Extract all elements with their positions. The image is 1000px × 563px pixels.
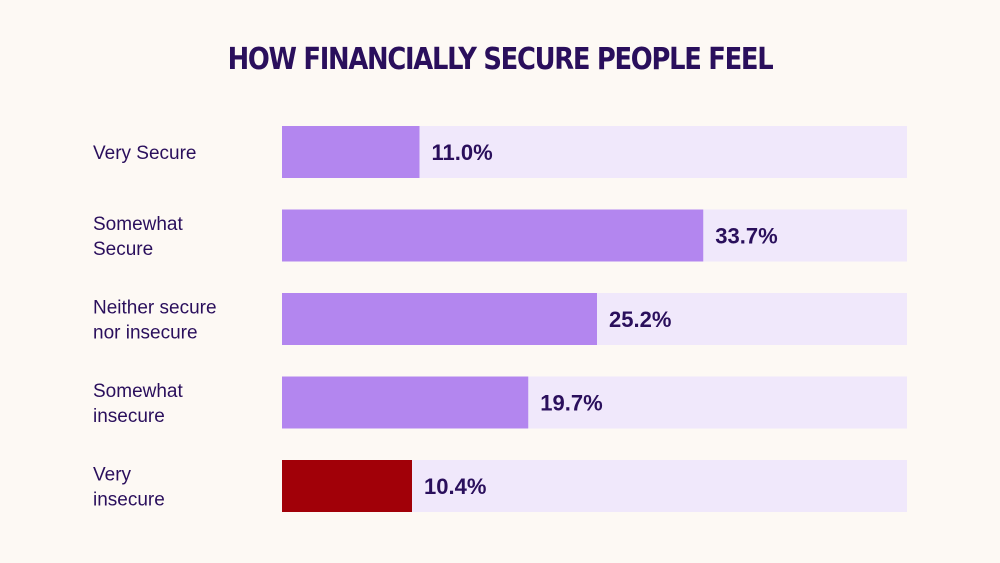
chart-title: HOW FINANCIALLY SECURE PEOPLE FEEL bbox=[227, 42, 774, 77]
category-label-1: Somewhat Secure bbox=[93, 214, 183, 260]
value-label-3: 19.7% bbox=[540, 391, 602, 416]
value-label-2: 25.2% bbox=[609, 307, 671, 332]
value-label-4: 10.4% bbox=[424, 474, 486, 499]
category-label-0: Very Secure bbox=[93, 143, 197, 164]
bar-4 bbox=[282, 460, 412, 512]
category-label-4: Very insecure bbox=[93, 465, 165, 511]
value-label-1: 33.7% bbox=[715, 224, 777, 249]
value-label-0: 11.0% bbox=[432, 140, 493, 165]
bar-3 bbox=[282, 376, 529, 429]
bar-2 bbox=[282, 293, 597, 345]
bar-0 bbox=[282, 126, 420, 178]
bar-1 bbox=[282, 209, 704, 262]
category-label-3: Somewhat insecure bbox=[93, 381, 183, 427]
category-label-2: Neither secure nor insecure bbox=[93, 298, 217, 344]
